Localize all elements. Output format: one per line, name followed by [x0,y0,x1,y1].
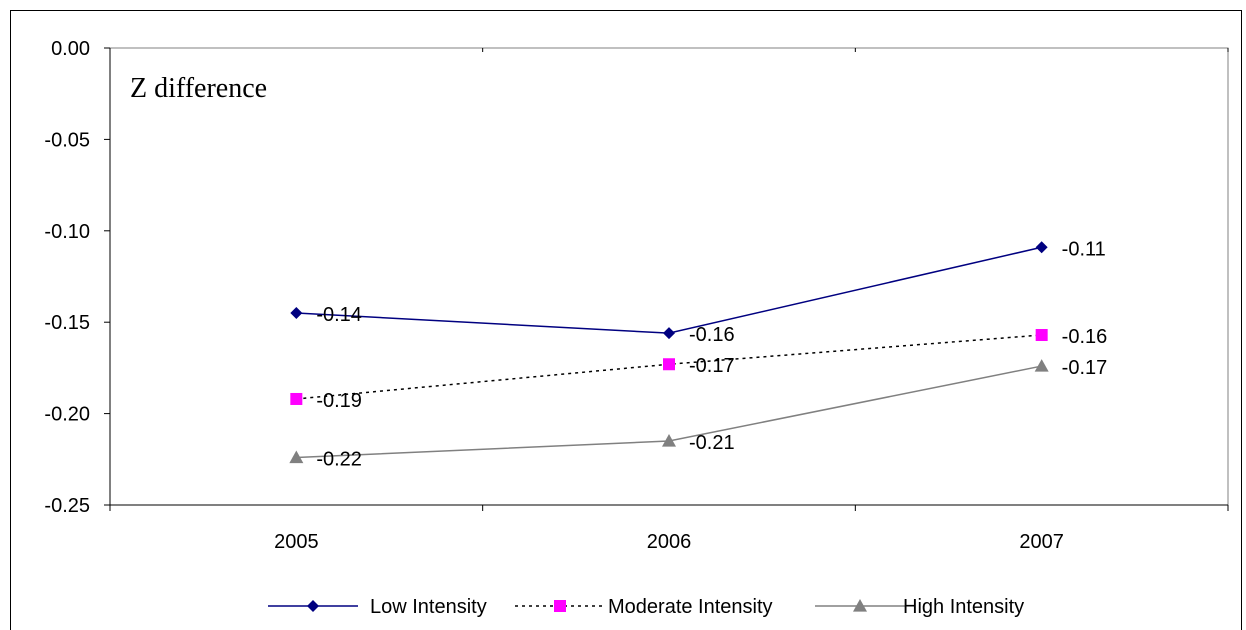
y-tick-label: -0.20 [44,404,90,426]
data-label: -0.21 [689,432,735,454]
data-point [662,434,676,447]
legend-label-0: Low Intensity [370,596,487,618]
y-tick-label: 0.00 [51,38,90,60]
data-point [1035,328,1048,341]
data-point [663,327,675,340]
data-label: -0.16 [1062,326,1108,348]
y-tick-label: -0.05 [44,129,90,151]
legend: Low Intensity Moderate Intensity High Inte… [268,596,1024,618]
data-point [1035,241,1048,254]
x-tick-label: 2007 [1019,531,1064,553]
legend-label-1: Moderate Intensity [608,596,773,618]
data-point [290,307,303,320]
series-line-1 [296,334,1042,400]
data-label: -0.16 [689,324,735,346]
legend-label-2: High Intensity [903,596,1024,618]
data-label: -0.19 [316,390,362,412]
y-tick-label: -0.25 [44,495,90,517]
y-tick-label: -0.10 [44,221,90,243]
legend-marker-0 [307,600,319,612]
legend-marker-2 [853,599,867,612]
data-point [1034,359,1049,372]
plot-area-border [109,47,1229,506]
y-tick-label: -0.15 [44,312,90,334]
x-tick-label: 2005 [274,531,319,553]
data-label: -0.17 [1062,357,1108,379]
chart-title: Z difference [130,73,267,104]
data-label: -0.17 [689,355,735,377]
data-label: -0.22 [316,448,362,470]
data-point [290,392,303,405]
data-label: -0.14 [316,304,362,326]
x-tick-label: 2006 [647,531,692,553]
legend-marker-1 [554,600,566,612]
data-point [663,358,675,371]
data-label: -0.11 [1062,238,1106,260]
plot-area: 0.00 -0.05 -0.10 -0.15 -0.20 -0.25 2005 2006 200… [44,38,1229,553]
data-point [289,450,304,464]
